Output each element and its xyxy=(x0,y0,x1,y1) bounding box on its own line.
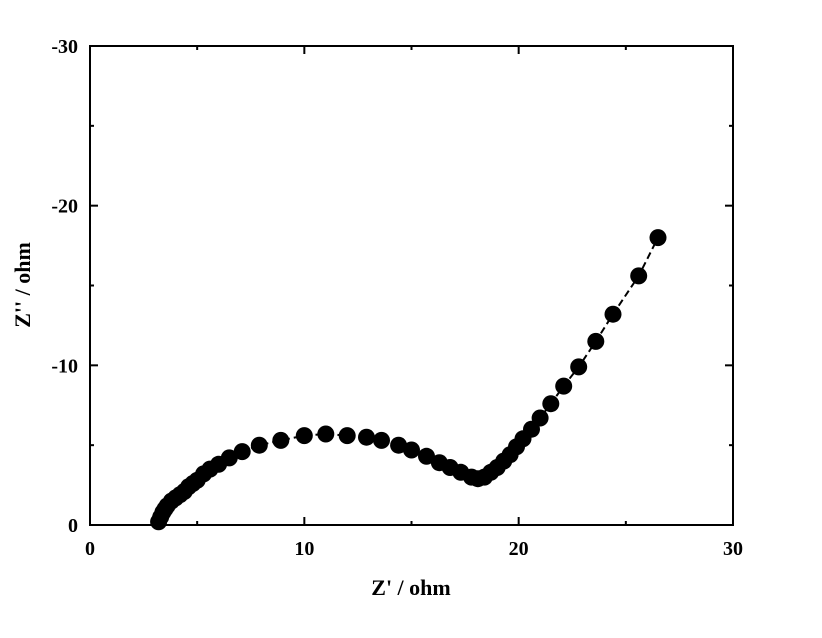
data-point xyxy=(555,377,573,395)
data-point xyxy=(649,229,667,247)
data-point xyxy=(272,431,290,449)
y-tick-label: -10 xyxy=(51,355,78,377)
data-point xyxy=(542,395,560,413)
data-point xyxy=(531,409,549,427)
data-point xyxy=(604,305,622,323)
data-point xyxy=(373,431,390,449)
data-point xyxy=(418,447,435,465)
data-point xyxy=(250,436,268,454)
data-points xyxy=(150,229,667,531)
x-tick-label: 20 xyxy=(509,538,529,560)
data-point xyxy=(403,441,420,459)
x-tick-label: 10 xyxy=(294,538,314,560)
y-tick-label: -20 xyxy=(51,196,78,218)
data-point xyxy=(317,425,335,443)
x-tick-labels: 0 10 20 30 xyxy=(85,538,743,560)
data-point xyxy=(630,267,648,285)
y-tick-label: 0 xyxy=(68,515,78,537)
y-tick-labels: 0 -10 -20 -30 xyxy=(51,36,78,537)
data-point xyxy=(295,427,313,445)
y-tick-label: -30 xyxy=(51,36,78,58)
data-point xyxy=(220,449,238,467)
data-point xyxy=(390,436,408,454)
x-tick-label: 0 xyxy=(85,538,95,560)
series-line xyxy=(157,237,659,523)
data-point xyxy=(587,332,605,350)
data-point xyxy=(570,358,588,376)
x-axis-label: Z' / ohm xyxy=(371,575,450,600)
data-point xyxy=(338,427,356,445)
x-tick-label: 30 xyxy=(723,538,743,560)
data-point xyxy=(358,428,375,446)
y-axis-label: Z'' / ohm xyxy=(10,242,35,328)
data-point xyxy=(233,443,251,461)
axis-ticks xyxy=(89,45,734,526)
